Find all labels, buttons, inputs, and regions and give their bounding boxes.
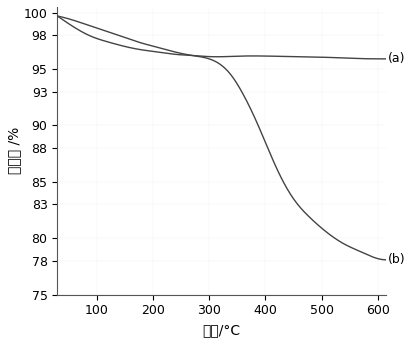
X-axis label: 温度/°C: 温度/°C	[203, 323, 241, 337]
Text: (a): (a)	[387, 52, 405, 65]
Y-axis label: 失重率 /%: 失重率 /%	[7, 127, 21, 174]
Text: (b): (b)	[387, 253, 405, 266]
